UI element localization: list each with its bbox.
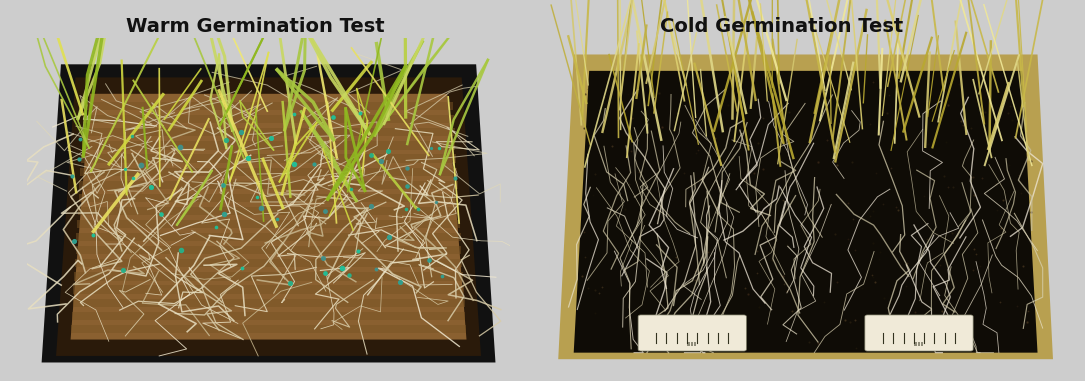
Polygon shape [74, 285, 463, 294]
Polygon shape [79, 181, 458, 189]
Polygon shape [76, 233, 461, 241]
Polygon shape [73, 299, 464, 307]
FancyBboxPatch shape [638, 315, 746, 351]
Polygon shape [74, 272, 463, 280]
Polygon shape [81, 141, 456, 149]
FancyBboxPatch shape [865, 315, 973, 351]
Polygon shape [80, 168, 457, 176]
Text: Cold Germination Test: Cold Germination Test [660, 17, 903, 36]
Polygon shape [79, 194, 458, 202]
Polygon shape [41, 64, 496, 362]
Polygon shape [71, 94, 467, 339]
Text: IIIIIII: IIIIIII [914, 342, 924, 347]
Polygon shape [77, 220, 460, 228]
Polygon shape [75, 259, 462, 267]
Polygon shape [574, 71, 1037, 353]
Polygon shape [85, 102, 452, 110]
Text: Warm Germination Test: Warm Germination Test [126, 17, 384, 36]
Polygon shape [78, 207, 459, 215]
Polygon shape [72, 312, 465, 320]
Text: IIIIIII: IIIIIII [687, 342, 698, 347]
Polygon shape [76, 246, 461, 255]
Polygon shape [71, 325, 467, 333]
Polygon shape [558, 54, 1052, 359]
Polygon shape [56, 77, 481, 356]
Polygon shape [84, 115, 454, 123]
Polygon shape [81, 154, 456, 163]
Polygon shape [82, 128, 455, 136]
